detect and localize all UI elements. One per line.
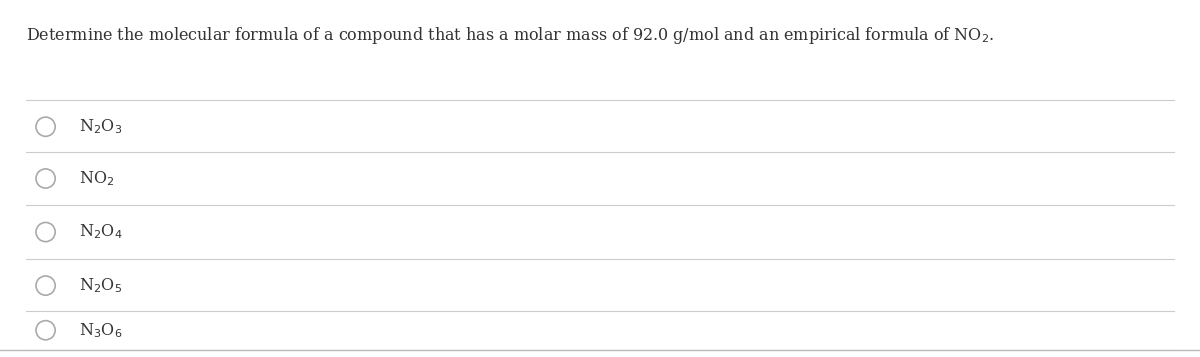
Text: Determine the molecular formula of a compound that has a molar mass of 92.0 g/mo: Determine the molecular formula of a com… — [26, 25, 995, 46]
Text: N$_2$O$_5$: N$_2$O$_5$ — [79, 276, 122, 295]
Text: N$_2$O$_3$: N$_2$O$_3$ — [79, 117, 122, 136]
Text: N$_3$O$_6$: N$_3$O$_6$ — [79, 321, 122, 340]
Text: NO$_2$: NO$_2$ — [79, 169, 114, 188]
Text: N$_2$O$_4$: N$_2$O$_4$ — [79, 223, 122, 241]
